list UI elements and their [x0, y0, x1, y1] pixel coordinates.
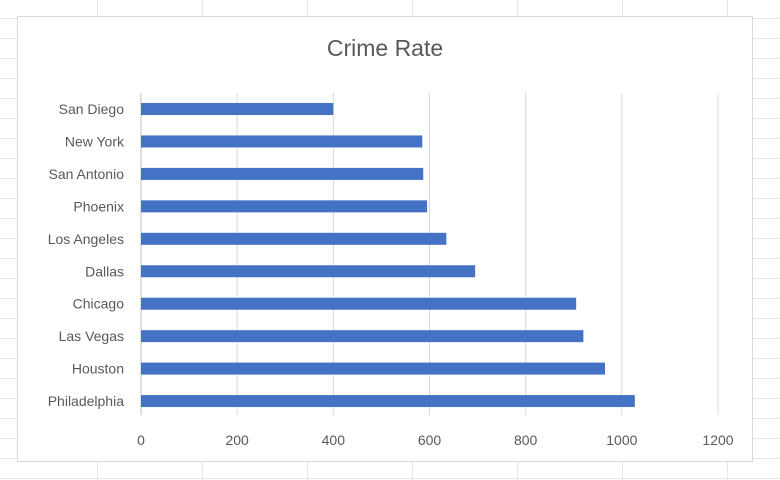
- x-tick-label: 0: [137, 432, 145, 448]
- x-tick-label: 800: [514, 432, 538, 448]
- x-tick-label: 600: [418, 432, 442, 448]
- x-tick-label: 1000: [606, 432, 637, 448]
- bar: [141, 103, 334, 115]
- bar: [141, 167, 424, 180]
- bar: [141, 395, 635, 408]
- category-label: Chicago: [73, 296, 125, 312]
- bar-chart-plot: 0 200 400 600 800 1000 1200 San Diego New York Sa…: [48, 93, 734, 448]
- category-label: Houston: [72, 361, 124, 377]
- category-label: San Diego: [59, 101, 125, 117]
- bar: [141, 232, 447, 245]
- bar: [141, 362, 606, 375]
- category-label: Phoenix: [73, 198, 124, 214]
- bar: [141, 200, 428, 213]
- x-tick-label: 400: [322, 432, 346, 448]
- bar: [141, 265, 476, 278]
- bar: [141, 330, 584, 343]
- bar: [141, 297, 577, 310]
- category-label: Dallas: [85, 263, 124, 279]
- x-tick-label: 1200: [702, 432, 733, 448]
- category-label: Los Angeles: [48, 231, 124, 247]
- category-label: Las Vegas: [59, 328, 124, 344]
- x-tick-label: 200: [225, 432, 249, 448]
- category-label: San Antonio: [48, 166, 124, 182]
- chart-container: Crime Rate 0 200 400 600 800 1000 1200 San Dieg…: [17, 16, 753, 462]
- category-label: New York: [65, 133, 125, 149]
- chart-title: Crime Rate: [326, 35, 444, 61]
- bar: [141, 135, 423, 148]
- category-label: Philadelphia: [48, 393, 124, 409]
